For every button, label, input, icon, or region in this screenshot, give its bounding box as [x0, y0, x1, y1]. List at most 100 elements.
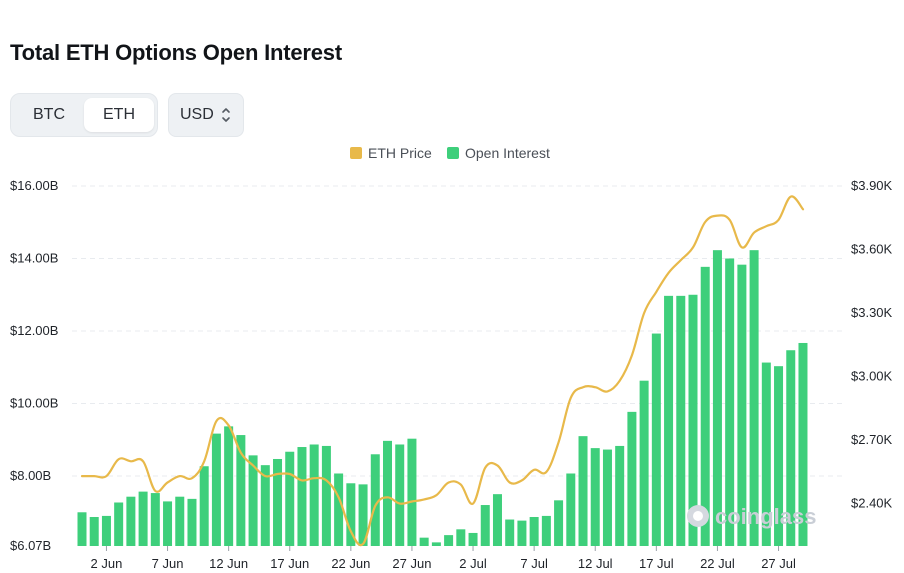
- oi-bar: [89, 516, 99, 546]
- oi-bar: [480, 505, 490, 546]
- oi-bar: [554, 500, 564, 546]
- oi-bar: [419, 537, 429, 546]
- oi-bar: [383, 440, 392, 546]
- oi-bar: [456, 529, 466, 546]
- watermark-text: coinglass: [715, 504, 816, 529]
- legend-label-price: ETH Price: [368, 145, 432, 161]
- oi-bar: [334, 473, 344, 546]
- coinglass-logo-inner: [693, 511, 703, 521]
- chevron-updown-icon: [222, 108, 230, 122]
- x-tick-label: 17 Jun: [270, 556, 309, 571]
- oi-bar: [163, 501, 173, 546]
- oi-bar: [407, 438, 417, 546]
- left-tick-label: $14.00B: [10, 251, 58, 266]
- oi-bar: [309, 444, 319, 546]
- x-tick-label: 17 Jul: [639, 556, 674, 571]
- oi-bar: [297, 447, 307, 546]
- x-tick-label: 22 Jun: [331, 556, 370, 571]
- eth-tab[interactable]: ETH: [84, 98, 154, 132]
- x-tick-label: 27 Jun: [392, 556, 431, 571]
- right-tick-label: $3.00K: [851, 369, 893, 384]
- oi-bars: [77, 250, 808, 546]
- oi-bar: [346, 483, 356, 546]
- btc-tab[interactable]: BTC: [33, 106, 65, 123]
- oi-bar: [273, 458, 283, 546]
- right-tick-label: $3.90K: [851, 178, 893, 193]
- oi-bar: [395, 444, 405, 546]
- right-tick-label: $2.40K: [851, 496, 893, 511]
- oi-bar: [150, 493, 160, 546]
- left-tick-label: $10.00B: [10, 396, 58, 411]
- oi-bar: [175, 496, 185, 546]
- x-tick-label: 7 Jul: [520, 556, 548, 571]
- oi-bar: [126, 496, 136, 546]
- right-tick-label: $3.60K: [851, 242, 893, 257]
- oi-bar: [187, 498, 197, 546]
- currency-value: USD: [180, 106, 214, 123]
- oi-bar: [431, 542, 441, 546]
- legend-label-oi: Open Interest: [465, 145, 550, 161]
- oi-bar: [798, 342, 808, 546]
- oi-bar: [664, 295, 674, 546]
- oi-bar: [77, 512, 87, 546]
- oi-bar: [358, 484, 368, 546]
- oi-bar: [370, 454, 380, 546]
- oi-bar: [774, 366, 784, 546]
- x-axis-ticks: 2 Jun 7 Jun 12 Jun 17 Jun 22 Jun 27 Jun 2 Jul 7…: [91, 546, 796, 571]
- oi-bar: [688, 294, 698, 546]
- left-axis-ticks: $6.07B $8.00B $10.00B $12.00B $14.00B $16.00B: [10, 178, 58, 553]
- left-tick-label: $12.00B: [10, 323, 58, 338]
- x-tick-label: 2 Jul: [459, 556, 487, 571]
- oi-bar: [725, 258, 735, 546]
- left-tick-label: $8.00B: [10, 468, 51, 483]
- x-tick-label: 27 Jul: [761, 556, 796, 571]
- x-tick-label: 2 Jun: [91, 556, 123, 571]
- oi-bar: [786, 350, 796, 546]
- oi-bar: [492, 494, 502, 546]
- oi-bar: [590, 448, 600, 546]
- x-tick-label: 12 Jun: [209, 556, 248, 571]
- oi-bar: [529, 516, 539, 546]
- oi-bar: [749, 250, 759, 546]
- oi-bar: [285, 451, 295, 546]
- right-axis-ticks: $2.40K $2.70K $3.00K $3.30K $3.60K $3.90K: [851, 178, 893, 511]
- oi-bar: [639, 380, 649, 546]
- watermark: coinglass: [687, 504, 816, 529]
- oi-bar: [199, 466, 209, 546]
- oi-bar: [248, 455, 258, 546]
- oi-bar: [651, 333, 661, 546]
- legend-item-eth-price[interactable]: ETH Price: [350, 145, 432, 161]
- page-title: Total ETH Options Open Interest: [10, 40, 342, 65]
- oi-bar: [114, 502, 124, 546]
- right-tick-label: $2.70K: [851, 432, 893, 447]
- oi-bar: [236, 435, 246, 546]
- left-tick-label: $16.00B: [10, 178, 58, 193]
- oi-bar: [260, 465, 270, 546]
- oi-bar: [444, 535, 454, 546]
- oi-bar: [615, 445, 625, 546]
- x-tick-label: 12 Jul: [578, 556, 613, 571]
- legend-item-open-interest[interactable]: Open Interest: [447, 145, 550, 161]
- oi-bar: [602, 449, 612, 546]
- oi-bar: [321, 445, 331, 546]
- legend: ETH Price Open Interest: [350, 145, 550, 161]
- oi-bar: [468, 532, 478, 546]
- oi-bar: [627, 411, 637, 546]
- oi-bar: [101, 515, 111, 546]
- oi-bar: [700, 266, 710, 546]
- asset-toggle: BTC ETH: [10, 93, 158, 137]
- oi-bar: [211, 433, 221, 546]
- legend-swatch-oi: [447, 147, 459, 159]
- oi-bar: [566, 473, 576, 546]
- oi-bar: [578, 436, 588, 546]
- oi-bar: [676, 295, 686, 546]
- x-tick-label: 22 Jul: [700, 556, 735, 571]
- oi-bar: [138, 491, 148, 546]
- currency-select[interactable]: USD: [168, 93, 244, 137]
- oi-bar: [761, 362, 771, 546]
- right-tick-label: $3.30K: [851, 305, 893, 320]
- x-tick-label: 7 Jun: [152, 556, 184, 571]
- oi-bar: [712, 250, 722, 546]
- left-tick-label: $6.07B: [10, 538, 51, 553]
